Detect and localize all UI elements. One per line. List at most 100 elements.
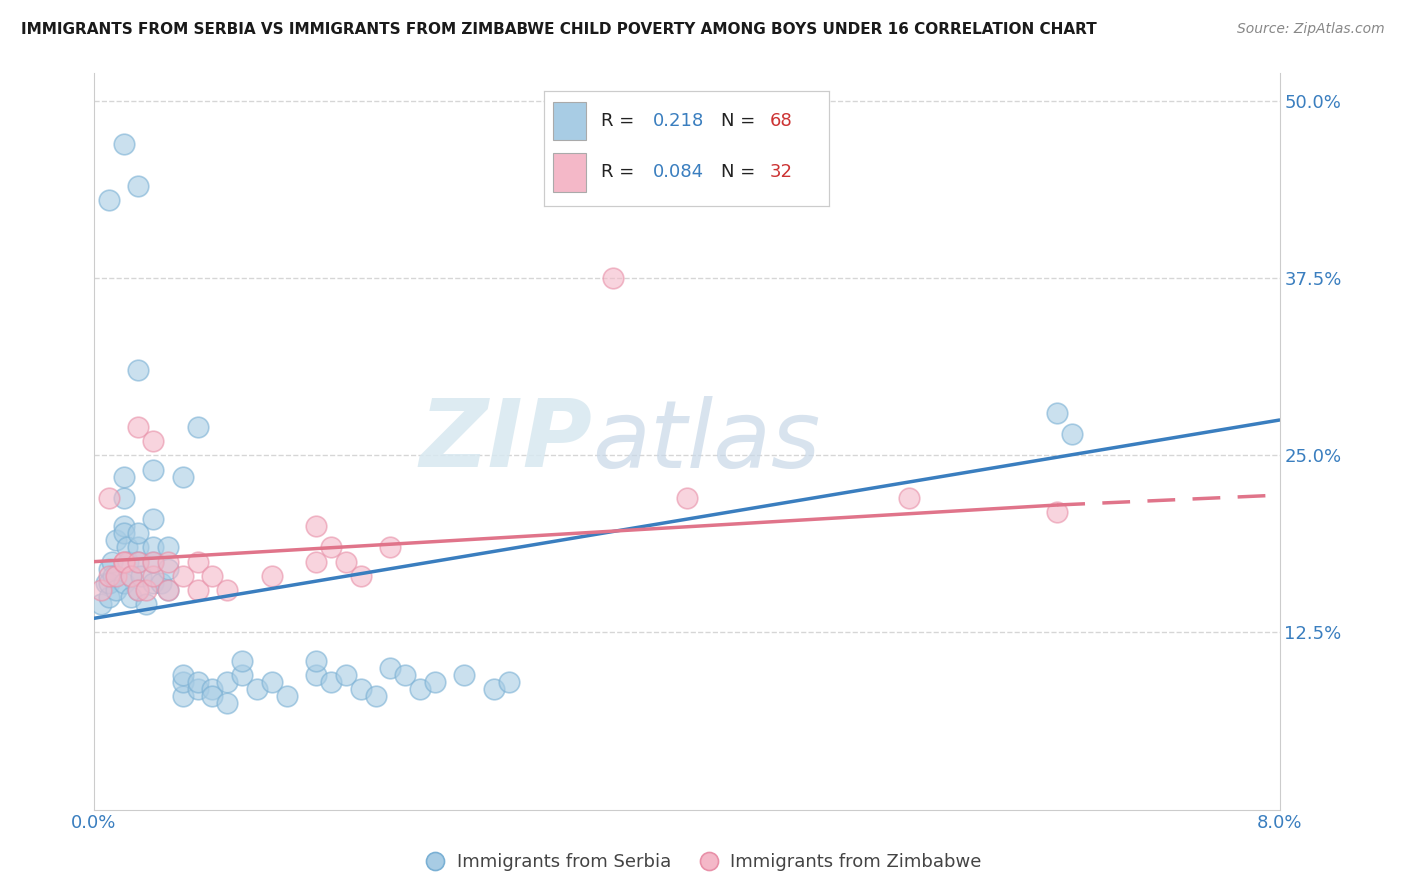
- Legend: Immigrants from Serbia, Immigrants from Zimbabwe: Immigrants from Serbia, Immigrants from …: [418, 847, 988, 879]
- Point: [187, 582, 209, 597]
- Point: [117, 555, 139, 569]
- Point: [127, 555, 149, 569]
- Point: [319, 541, 342, 555]
- Point: [127, 555, 149, 569]
- Point: [112, 519, 135, 533]
- Point: [135, 597, 157, 611]
- Point: [103, 569, 125, 583]
- Point: [172, 469, 194, 483]
- Point: [305, 668, 328, 682]
- Point: [120, 569, 142, 583]
- Point: [172, 668, 194, 682]
- Point: [276, 690, 298, 704]
- Point: [105, 533, 128, 548]
- Text: IMMIGRANTS FROM SERBIA VS IMMIGRANTS FROM ZIMBABWE CHILD POVERTY AMONG BOYS UNDE: IMMIGRANTS FROM SERBIA VS IMMIGRANTS FRO…: [21, 22, 1097, 37]
- Point: [120, 569, 142, 583]
- Point: [1046, 505, 1069, 519]
- Point: [112, 555, 135, 569]
- Point: [112, 555, 135, 569]
- Point: [127, 363, 149, 377]
- Point: [453, 668, 475, 682]
- Point: [350, 682, 373, 697]
- Point: [172, 569, 194, 583]
- Point: [142, 569, 165, 583]
- Point: [94, 575, 117, 590]
- Point: [142, 555, 165, 569]
- Point: [201, 682, 224, 697]
- Point: [157, 562, 180, 576]
- Point: [149, 575, 172, 590]
- Point: [112, 491, 135, 505]
- Point: [142, 462, 165, 476]
- Point: [172, 675, 194, 690]
- Point: [120, 590, 142, 604]
- Point: [364, 690, 387, 704]
- Point: [112, 526, 135, 541]
- Point: [127, 582, 149, 597]
- Point: [157, 541, 180, 555]
- Point: [1046, 406, 1069, 420]
- Point: [217, 696, 239, 710]
- Point: [97, 194, 120, 208]
- Point: [112, 469, 135, 483]
- Point: [187, 675, 209, 690]
- Text: atlas: atlas: [592, 396, 820, 487]
- Point: [90, 597, 112, 611]
- Point: [217, 675, 239, 690]
- Point: [335, 668, 357, 682]
- Point: [350, 569, 373, 583]
- Point: [260, 675, 283, 690]
- Point: [172, 690, 194, 704]
- Point: [1060, 427, 1083, 442]
- Point: [335, 555, 357, 569]
- Point: [97, 575, 120, 590]
- Point: [305, 654, 328, 668]
- Point: [97, 562, 120, 576]
- Text: Source: ZipAtlas.com: Source: ZipAtlas.com: [1237, 22, 1385, 37]
- Point: [482, 682, 505, 697]
- Point: [602, 271, 624, 285]
- Point: [112, 575, 135, 590]
- Point: [394, 668, 416, 682]
- Point: [675, 491, 697, 505]
- Point: [187, 420, 209, 434]
- Point: [305, 555, 328, 569]
- Point: [127, 420, 149, 434]
- Point: [142, 512, 165, 526]
- Point: [898, 491, 921, 505]
- Point: [380, 541, 402, 555]
- Point: [105, 582, 128, 597]
- Point: [319, 675, 342, 690]
- Point: [127, 541, 149, 555]
- Point: [201, 569, 224, 583]
- Point: [201, 690, 224, 704]
- Point: [157, 582, 180, 597]
- Point: [305, 519, 328, 533]
- Point: [498, 675, 520, 690]
- Point: [97, 569, 120, 583]
- Point: [127, 526, 149, 541]
- Point: [142, 434, 165, 449]
- Point: [127, 582, 149, 597]
- Point: [409, 682, 432, 697]
- Point: [231, 668, 253, 682]
- Point: [97, 491, 120, 505]
- Point: [90, 582, 112, 597]
- Point: [135, 582, 157, 597]
- Point: [260, 569, 283, 583]
- Point: [142, 555, 165, 569]
- Point: [246, 682, 269, 697]
- Point: [142, 575, 165, 590]
- Point: [380, 661, 402, 675]
- Point: [97, 590, 120, 604]
- Point: [105, 569, 128, 583]
- Point: [423, 675, 446, 690]
- Point: [100, 555, 122, 569]
- Point: [187, 555, 209, 569]
- Point: [142, 541, 165, 555]
- Point: [112, 136, 135, 151]
- Point: [115, 541, 138, 555]
- Point: [217, 582, 239, 597]
- Point: [231, 654, 253, 668]
- Point: [187, 682, 209, 697]
